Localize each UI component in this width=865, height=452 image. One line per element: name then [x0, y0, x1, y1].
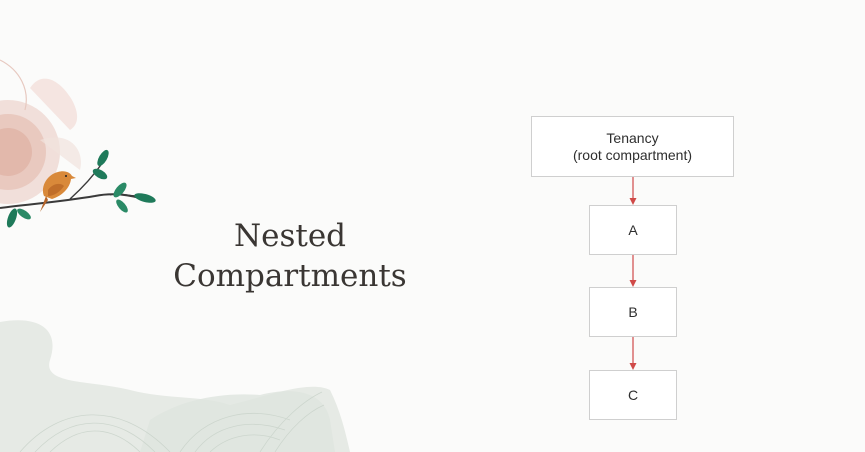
root-compartment-label: (root compartment): [572, 146, 693, 163]
compartment-box-a: A: [589, 205, 677, 255]
compartment-label-b: B: [628, 303, 638, 320]
compartment-label-a: A: [628, 221, 638, 238]
tenancy-box: Tenancy (root compartment): [531, 116, 734, 177]
compartment-box-b: B: [589, 287, 677, 337]
green-wash-decoration: [0, 320, 350, 452]
tenancy-label: Tenancy: [606, 129, 659, 146]
slide-title-line2: Compartments: [173, 258, 407, 294]
slide-title: Nested Compartments: [150, 216, 430, 296]
slide-title-line1: Nested: [233, 218, 347, 254]
bird-icon: [40, 171, 76, 212]
compartment-label-c: C: [627, 386, 639, 403]
branch-icon: [0, 149, 156, 228]
compartment-box-c: C: [589, 370, 677, 420]
nest-icon: [0, 59, 81, 204]
